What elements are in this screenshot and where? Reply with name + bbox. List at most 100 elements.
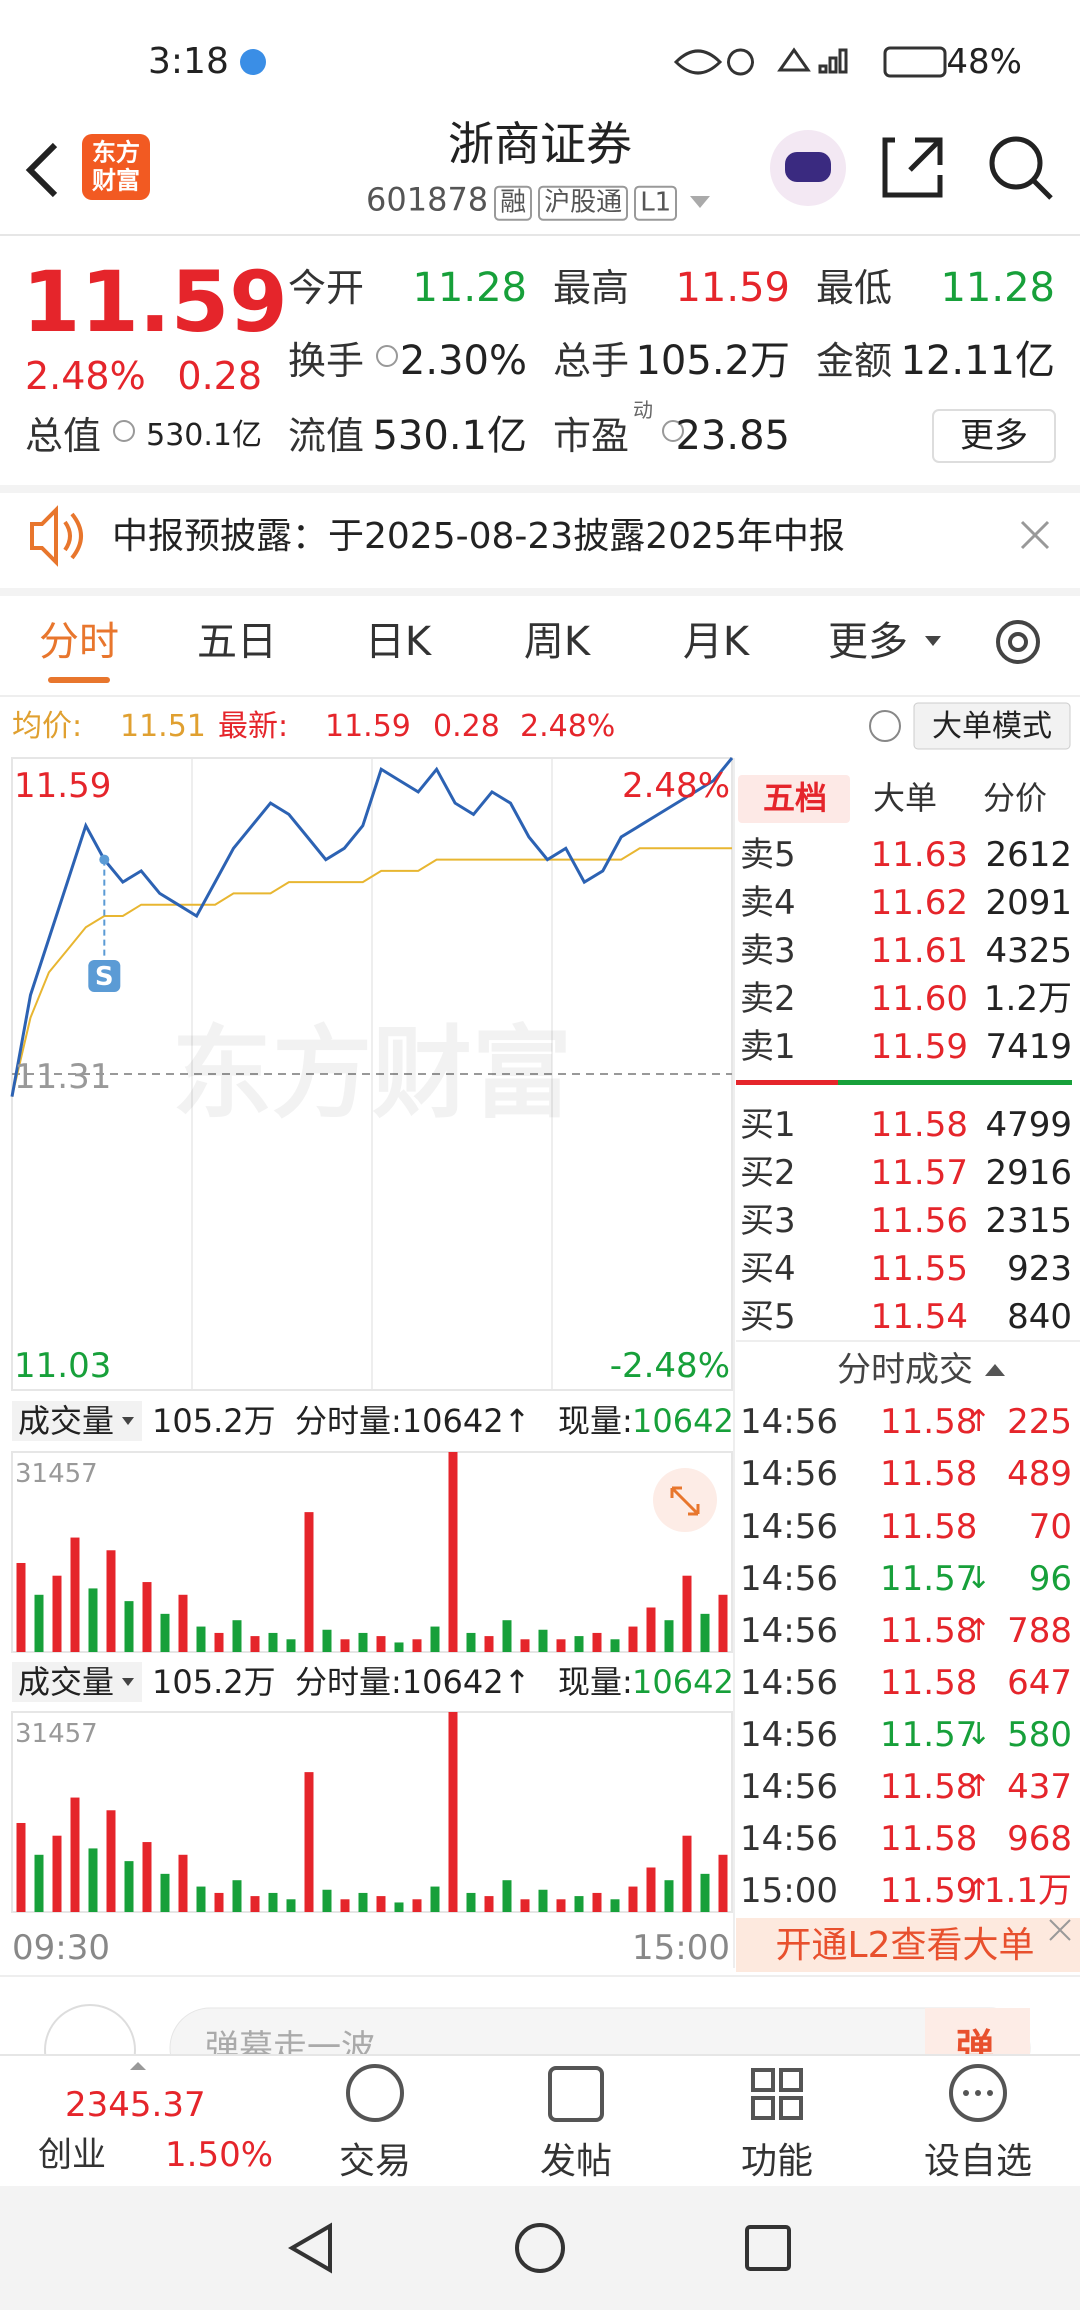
volume-bar xyxy=(196,1626,206,1652)
info-icon[interactable] xyxy=(662,420,684,442)
nav-recent[interactable] xyxy=(745,2225,791,2271)
volume-label[interactable]: 成交量 xyxy=(18,1402,115,1440)
stock-name: 浙商证券 xyxy=(448,117,632,171)
banner-bg[interactable] xyxy=(736,1918,1080,1972)
settings-icon[interactable] xyxy=(996,620,1040,664)
tab[interactable]: 分时 xyxy=(39,619,119,665)
panel-divider xyxy=(733,758,735,1968)
trade-price: 11.58 xyxy=(880,1507,978,1547)
volume-bar xyxy=(610,1899,620,1912)
help-icon[interactable] xyxy=(869,710,901,742)
trade-price: 11.59 xyxy=(880,1871,978,1911)
dropdown[interactable] xyxy=(690,196,710,208)
volume-label[interactable]: 成交量 xyxy=(18,1663,115,1701)
change: 0.28 xyxy=(177,354,262,398)
assistant-face xyxy=(785,152,831,182)
book-tab[interactable]: 分价 xyxy=(982,779,1048,817)
book-price: 11.62 xyxy=(870,883,968,923)
more-button[interactable] xyxy=(932,409,1056,463)
book-price: 11.57 xyxy=(870,1153,968,1193)
mode-button[interactable] xyxy=(913,702,1071,750)
nav-item[interactable]: 功能 xyxy=(740,2141,814,2182)
post-icon[interactable] xyxy=(548,2066,604,2122)
sort-icon[interactable] xyxy=(985,1364,1005,1376)
back-button[interactable] xyxy=(25,142,58,198)
book-volume: 2612 xyxy=(985,835,1072,875)
volume-bar xyxy=(34,1594,44,1652)
book-price: 11.63 xyxy=(870,835,968,875)
volume-bar xyxy=(304,1512,314,1652)
book-price: 11.59 xyxy=(870,1027,968,1067)
tab[interactable]: 周K xyxy=(523,619,591,665)
field-label: 总值 xyxy=(25,414,102,458)
trade-price: 11.58 xyxy=(880,1454,978,1494)
volume-bar xyxy=(412,1639,422,1652)
volume-bar xyxy=(322,1629,332,1652)
info-last-label: 最新: xyxy=(218,709,289,744)
volume-bar xyxy=(574,1896,584,1912)
volume-bar xyxy=(286,1899,296,1912)
nav-item[interactable]: 交易 xyxy=(338,2141,412,2182)
y-tick-label: 31457 xyxy=(15,1719,98,1749)
volume-bar xyxy=(340,1639,350,1652)
trade-arrow: ↑ xyxy=(966,1769,992,1804)
pct-label: 2.48% xyxy=(621,766,730,806)
trade-arrow: ↑ xyxy=(966,1404,992,1439)
mode-button[interactable]: 大单模式 xyxy=(932,709,1052,744)
logo: 东方财富 xyxy=(92,138,140,194)
marker: S xyxy=(94,962,114,992)
info-icon[interactable] xyxy=(376,345,398,367)
volume-bar xyxy=(340,1899,350,1912)
book-volume: 2315 xyxy=(985,1201,1072,1241)
volume-total: 105.2万 xyxy=(152,1402,276,1440)
watchlist-icon[interactable] xyxy=(949,2064,1007,2122)
field-value: 2.30% xyxy=(399,338,527,384)
volume-bar xyxy=(466,1632,476,1652)
share-icon[interactable] xyxy=(882,137,943,198)
price: 11.59 xyxy=(22,253,288,351)
tab[interactable]: 五日 xyxy=(197,619,277,665)
book-tab[interactable]: 大单 xyxy=(872,779,938,817)
banner-close[interactable] xyxy=(1049,1919,1071,1941)
book-level: 买4 xyxy=(740,1249,796,1289)
separator xyxy=(0,588,1080,596)
book-tab[interactable]: 五档 xyxy=(762,779,828,817)
field-label: 最高 xyxy=(553,266,630,310)
stock-code: 601878 融沪股通 L1 xyxy=(366,184,678,221)
book-level: 卖3 xyxy=(740,931,796,971)
nav-home[interactable] xyxy=(515,2223,565,2273)
book-volume: 840 xyxy=(1007,1297,1072,1337)
info-last: 11.59 xyxy=(325,709,411,744)
trade-price: 11.57 xyxy=(880,1559,978,1599)
close-notice[interactable] xyxy=(1020,520,1050,550)
more-button[interactable]: 更多 xyxy=(960,416,1028,456)
book-volume: 2916 xyxy=(985,1153,1072,1193)
book-price: 11.55 xyxy=(870,1249,968,1289)
logo-box xyxy=(82,134,150,200)
expand-icon[interactable] xyxy=(130,2062,146,2070)
index-pct: 1.50% xyxy=(165,2135,274,2175)
book-price: 11.61 xyxy=(870,931,968,971)
volume-bar xyxy=(484,1636,494,1652)
info-icon[interactable] xyxy=(113,420,135,442)
volume-bar xyxy=(88,1848,98,1912)
function-icon[interactable] xyxy=(751,2068,803,2120)
search-icon[interactable] xyxy=(989,136,1043,190)
nav-back[interactable] xyxy=(288,2222,332,2274)
trade-volume: 968 xyxy=(1007,1819,1072,1859)
trade-volume: 225 xyxy=(1007,1402,1072,1442)
tab[interactable]: 日K xyxy=(364,619,432,665)
index-name: 创业 xyxy=(38,2135,106,2175)
field-label: 市盈 xyxy=(553,414,630,458)
volume-bar xyxy=(520,1899,530,1912)
trade-time: 14:56 xyxy=(740,1663,838,1703)
volume-bar xyxy=(430,1626,440,1652)
volume-bar xyxy=(430,1886,440,1912)
tab[interactable]: 月K xyxy=(682,619,750,665)
nav-item[interactable]: 发帖 xyxy=(539,2141,613,2182)
nav-item[interactable]: 设自选 xyxy=(923,2141,1033,2182)
volume-bar xyxy=(16,1562,26,1652)
l2-banner[interactable]: 开通L2查看大单 xyxy=(775,1925,1035,1966)
tab[interactable]: 更多 xyxy=(828,619,908,665)
trade-icon[interactable] xyxy=(346,2064,404,2122)
